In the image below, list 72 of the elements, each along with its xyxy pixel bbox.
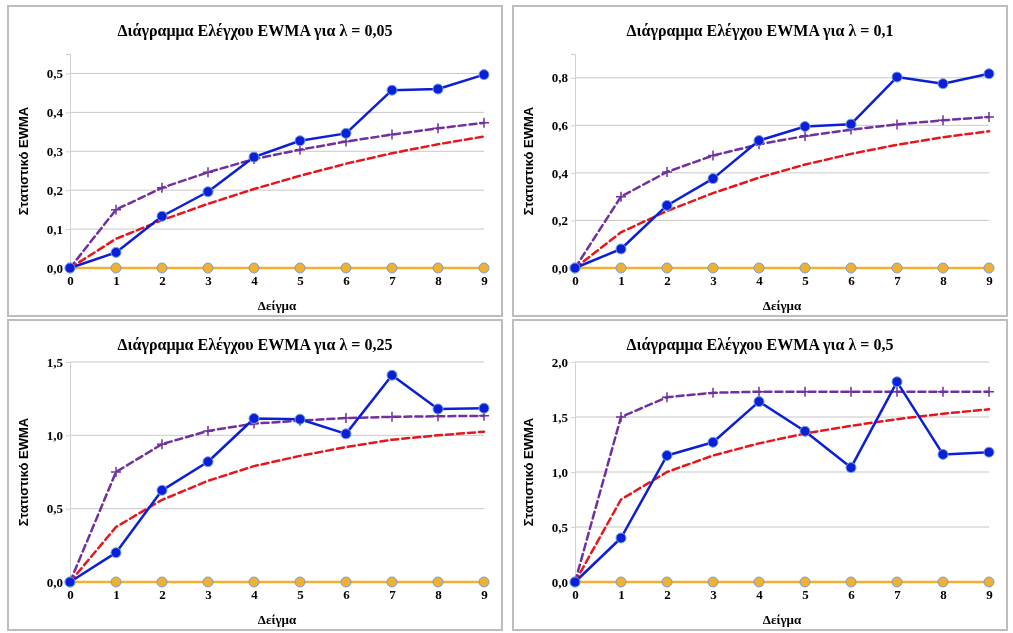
y-tick-label: 0,5 xyxy=(46,66,64,82)
x-axis-title: Δείγμα xyxy=(257,612,297,627)
y-tick-label: 0,5 xyxy=(551,519,569,535)
x-tick-label: 9 xyxy=(481,587,489,603)
y-tick-label: 0,3 xyxy=(46,143,64,159)
x-tick-label: 7 xyxy=(894,273,902,289)
y-tick-label: 0,6 xyxy=(551,117,569,133)
x-tick-label: 2 xyxy=(664,273,671,289)
y-axis-title: Στατιστικό EWMA xyxy=(16,417,31,527)
x-tick-label: 9 xyxy=(986,587,994,603)
x-tick-label: 8 xyxy=(940,273,948,289)
x-tick-label: 4 xyxy=(756,587,764,603)
y-tick-label: 1,5 xyxy=(551,409,569,425)
y-tick-label: 0,0 xyxy=(551,260,568,276)
x-tick-label: 5 xyxy=(802,587,810,603)
y-tick-label: 0,8 xyxy=(551,70,569,86)
chart-title: Διάγραμμα Ελέγχου EWMA για λ = 0,1 xyxy=(626,22,894,40)
x-tick-label: 1 xyxy=(618,587,625,603)
x-tick-label: 4 xyxy=(756,273,764,289)
x-tick-label: 3 xyxy=(205,273,213,289)
y-tick-label: 0,0 xyxy=(46,260,63,276)
x-tick-label: 9 xyxy=(986,273,994,289)
x-tick-label: 6 xyxy=(848,587,856,603)
y-tick-label: 1,5 xyxy=(46,354,64,370)
y-tick-label: 1,0 xyxy=(551,464,568,480)
x-tick-label: 3 xyxy=(205,587,213,603)
x-tick-label: 5 xyxy=(297,587,305,603)
y-tick-label: 0,1 xyxy=(46,221,63,237)
y-axis-title: Στατιστικό EWMA xyxy=(521,417,536,527)
x-axis-title: Δείγμα xyxy=(762,612,802,627)
x-tick-label: 6 xyxy=(343,587,351,603)
x-tick-label: 0 xyxy=(67,587,74,603)
x-tick-label: 7 xyxy=(389,273,397,289)
x-tick-label: 8 xyxy=(435,273,443,289)
y-tick-label: 0,2 xyxy=(551,213,568,229)
x-axis-title: Δείγμα xyxy=(257,298,297,313)
x-tick-label: 0 xyxy=(572,587,579,603)
y-tick-label: 0,4 xyxy=(46,105,64,121)
x-tick-label: 4 xyxy=(251,273,259,289)
x-tick-label: 6 xyxy=(848,273,856,289)
chart-title: Διάγραμμα Ελέγχου EWMA για λ = 0,05 xyxy=(117,22,393,40)
x-tick-label: 3 xyxy=(710,273,718,289)
x-axis-title: Δείγμα xyxy=(762,298,802,313)
x-tick-label: 1 xyxy=(618,273,625,289)
y-tick-label: 2,0 xyxy=(551,354,568,370)
y-tick-label: 0,5 xyxy=(46,501,64,517)
y-tick-label: 1,0 xyxy=(46,427,63,443)
chart-title: Διάγραμμα Ελέγχου EWMA για λ = 0,25 xyxy=(117,336,393,354)
x-tick-label: 6 xyxy=(343,273,351,289)
x-tick-label: 2 xyxy=(159,273,166,289)
y-tick-label: 0,0 xyxy=(551,574,568,590)
x-tick-label: 0 xyxy=(67,273,74,289)
x-tick-label: 2 xyxy=(159,587,166,603)
x-tick-label: 7 xyxy=(894,587,902,603)
y-axis-title: Στατιστικό EWMA xyxy=(16,106,31,216)
y-tick-label: 0,2 xyxy=(46,182,63,198)
x-tick-label: 8 xyxy=(940,587,948,603)
x-tick-label: 1 xyxy=(113,273,120,289)
x-tick-label: 2 xyxy=(664,587,671,603)
y-tick-label: 0,0 xyxy=(46,574,63,590)
x-tick-label: 8 xyxy=(435,587,443,603)
x-tick-label: 0 xyxy=(572,273,579,289)
x-tick-label: 4 xyxy=(251,587,259,603)
x-tick-label: 1 xyxy=(113,587,120,603)
x-tick-label: 5 xyxy=(297,273,305,289)
y-tick-label: 0,4 xyxy=(551,165,569,181)
y-axis-title: Στατιστικό EWMA xyxy=(521,106,536,216)
x-tick-label: 5 xyxy=(802,273,810,289)
x-tick-label: 7 xyxy=(389,587,397,603)
chart-title: Διάγραμμα Ελέγχου EWMA για λ = 0,5 xyxy=(626,336,894,354)
x-tick-label: 9 xyxy=(481,273,489,289)
x-tick-label: 3 xyxy=(710,587,718,603)
